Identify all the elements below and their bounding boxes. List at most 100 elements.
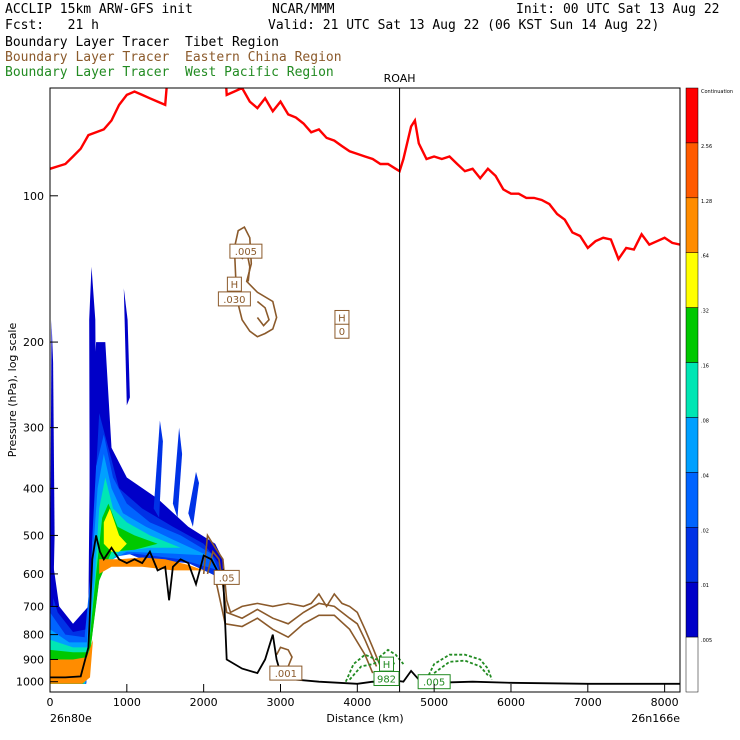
x-tick-label: 3000 <box>266 696 294 709</box>
annotation-0: .005 <box>229 243 263 259</box>
colorbar: Continuation 2.56 1.28 .64 .32 .16 .08 .04 .02 .0… <box>685 87 733 693</box>
x-axis: 0 1000 2000 3000 4000 5000 6000 7000 8000 <box>47 684 679 709</box>
roah-marker-label: ROAH <box>384 72 416 85</box>
x-tick-label: 4000 <box>343 696 371 709</box>
annotation-box <box>269 665 303 681</box>
colorbar-swatch <box>685 636 699 693</box>
west-pacific-contour-1 <box>344 648 405 683</box>
fcst-label: Fcst: 21 h <box>5 18 99 33</box>
tracer-plume-04 <box>153 420 163 518</box>
x-end-label-left: 26n80e <box>50 712 92 725</box>
annotation-3: H <box>334 309 350 325</box>
annotation-8: 982 <box>373 671 400 687</box>
plot-frame <box>49 87 681 693</box>
colorbar-label: .32 <box>701 309 709 315</box>
annotation-label: .005 <box>235 247 257 258</box>
x-tick-label: 8000 <box>651 696 679 709</box>
annotation-box <box>213 569 240 585</box>
annotation-label: H <box>231 280 239 291</box>
annotation-label: H <box>338 313 346 324</box>
annotation-label: 982 <box>377 675 396 686</box>
x-tick-label: 6000 <box>497 696 525 709</box>
valid-label: Valid: 21 UTC Sat 13 Aug 22 (06 KST Sun … <box>268 18 660 33</box>
colorbar-label: .04 <box>701 473 709 479</box>
west-pacific-contour-3 <box>425 653 493 680</box>
y-tick-label: 200 <box>23 336 44 349</box>
annotation-label: .030 <box>223 295 245 306</box>
y-tick-label: 600 <box>23 568 44 581</box>
colorbar-swatch <box>685 472 699 528</box>
x-tick-label: 1000 <box>113 696 141 709</box>
colorbar-label: Continuation <box>701 89 733 95</box>
y-axis: 100 200 300 400 500 600 700 800 900 1000 <box>16 190 58 689</box>
x-end-label-right: 26n166e <box>631 712 680 725</box>
tropopause-line <box>50 88 680 262</box>
tracer-layer-07 <box>103 508 127 552</box>
colorbar-swatch <box>685 87 699 144</box>
colorbar-label: .01 <box>701 583 709 589</box>
annotation-7: H <box>379 656 395 672</box>
annotation-box <box>373 671 400 687</box>
eastern-china-contour-1 <box>202 532 382 667</box>
init-label: Init: 00 UTC Sat 13 Aug 22 <box>516 2 720 17</box>
annotation-label: .001 <box>275 669 297 680</box>
tracer-layer-06 <box>50 503 158 684</box>
annotation-label: .05 <box>219 573 235 584</box>
annotation-1: H <box>226 276 242 292</box>
eastern-china-contour-3 <box>214 577 374 674</box>
annotation-6: .001 <box>269 665 303 681</box>
y-tick-label: 900 <box>23 653 44 666</box>
annotation-box <box>334 323 350 339</box>
colorbar-swatch <box>685 142 699 199</box>
tracer-plume-05 <box>172 427 183 518</box>
x-axis-label: Distance (km) <box>326 712 403 725</box>
tracer-plume-03 <box>50 319 55 607</box>
colorbar-label: .08 <box>701 418 709 424</box>
colorbar-label: .16 <box>701 364 709 370</box>
annotation-4: 0 <box>334 323 350 339</box>
annotation-label: .005 <box>423 678 445 689</box>
x-tick-label: 5000 <box>420 696 448 709</box>
eastern-china-contour-2 <box>206 549 378 667</box>
annotation-2: .030 <box>217 291 251 307</box>
center-label: NCAR/MMM <box>272 2 335 17</box>
annotation-box <box>229 243 263 259</box>
colorbar-swatch <box>685 197 699 253</box>
y-tick-label: 100 <box>23 190 44 203</box>
y-tick-label: 700 <box>23 600 44 613</box>
legend-west-pacific: Boundary Layer Tracer West Pacific Regio… <box>5 65 334 80</box>
x-tick-label: 7000 <box>574 696 602 709</box>
colorbar-swatch <box>685 527 699 583</box>
y-tick-label: 1000 <box>16 676 44 689</box>
colorbar-swatch <box>685 581 699 638</box>
model-title: ACCLIP 15km ARW-GFS init <box>5 2 193 17</box>
y-tick-label: 300 <box>23 422 44 435</box>
eastern-china-upper-inner-2 <box>256 300 270 327</box>
eastern-china-upper-contour <box>233 225 278 338</box>
tracer-plume-02 <box>123 288 130 406</box>
legend-tibet: Boundary Layer Tracer Tibet Region <box>5 35 279 50</box>
colorbar-swatch <box>685 362 699 418</box>
y-axis-label: Pressure (hPa), log scale <box>6 323 19 458</box>
tracer-plume-01 <box>89 266 97 624</box>
tracer-field <box>50 266 223 684</box>
y-tick-label: 800 <box>23 629 44 642</box>
annotation-box <box>226 276 242 292</box>
colorbar-label: .64 <box>701 254 709 260</box>
colorbar-swatch <box>685 252 699 308</box>
colorbar-label: .005 <box>701 638 712 644</box>
colorbar-label: 2.56 <box>701 144 712 150</box>
west-pacific-contour-4 <box>433 659 489 676</box>
colorbar-label: 1.28 <box>701 199 712 205</box>
annotation-box <box>217 291 251 307</box>
colorbar-swatch <box>685 417 699 473</box>
x-tick-label: 0 <box>47 696 54 709</box>
colorbar-label: .02 <box>701 528 709 534</box>
y-tick-label: 400 <box>23 482 44 495</box>
legend-eastern-china: Boundary Layer Tracer Eastern China Regi… <box>5 50 342 65</box>
tracer-plume-06 <box>188 471 199 527</box>
y-tick-label: 500 <box>23 529 44 542</box>
x-tick-label: 2000 <box>190 696 218 709</box>
colorbar-swatch <box>685 307 699 363</box>
